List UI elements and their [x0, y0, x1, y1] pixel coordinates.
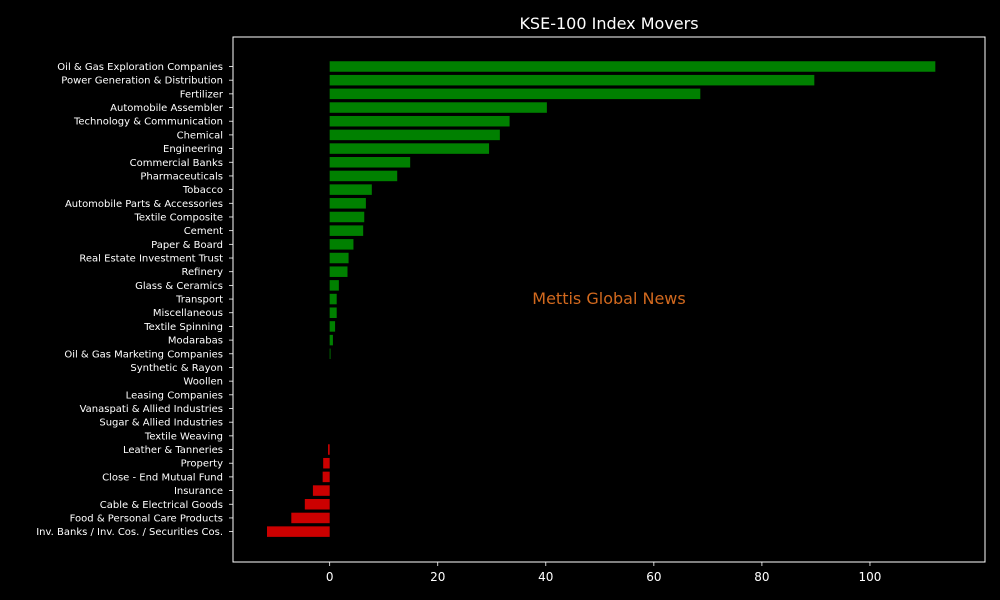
bar — [329, 334, 333, 346]
bar — [329, 143, 490, 154]
y-tick-label: Engineering — [163, 144, 223, 155]
bar — [329, 170, 398, 182]
x-axis: 0 20 40 60 80 100 — [326, 562, 882, 584]
bar — [329, 157, 411, 168]
bars-group — [267, 61, 936, 537]
y-tick-label: Modarabas — [168, 336, 223, 347]
y-tick-label: Insurance — [174, 486, 223, 497]
bar — [329, 293, 337, 305]
y-tick-label: Close - End Mutual Fund — [102, 472, 223, 483]
x-tick-label: 20 — [430, 570, 445, 584]
y-tick-label: Technology & Communication — [73, 117, 223, 128]
bar — [329, 266, 348, 277]
y-tick-label: Oil & Gas Marketing Companies — [64, 349, 223, 360]
y-tick-label: Pharmaceuticals — [140, 171, 223, 182]
bar — [329, 348, 331, 360]
y-tick-label: Power Generation & Distribution — [61, 76, 223, 87]
y-tick-label: Sugar & Allied Industries — [99, 418, 223, 429]
bar — [329, 280, 339, 291]
bar — [329, 115, 510, 127]
y-tick-label: Textile Spinning — [143, 322, 223, 333]
bar — [329, 102, 547, 113]
y-tick-label: Inv. Banks / Inv. Cos. / Securities Cos. — [36, 527, 223, 538]
y-tick-label: Textile Composite — [134, 212, 223, 223]
bar — [291, 512, 330, 524]
y-tick-label: Food & Personal Care Products — [70, 513, 223, 524]
x-tick-label: 40 — [538, 570, 553, 584]
chart-title: KSE-100 Index Movers — [519, 14, 698, 33]
y-tick-label: Textile Weaving — [144, 431, 223, 442]
bar — [322, 471, 330, 483]
y-tick-label: Commercial Banks — [130, 158, 223, 169]
bar — [329, 239, 354, 250]
y-tick-label: Automobile Assembler — [110, 103, 224, 114]
y-tick-label: Cement — [184, 226, 223, 237]
x-tick-label: 100 — [859, 570, 882, 584]
bar — [329, 61, 936, 72]
bar — [329, 184, 372, 195]
bar — [328, 444, 330, 455]
bar — [329, 225, 364, 236]
bar — [323, 457, 330, 469]
y-tick-label: Leather & Tanneries — [123, 445, 223, 456]
y-tick-label: Oil & Gas Exploration Companies — [57, 62, 223, 73]
y-tick-label: Leasing Companies — [126, 390, 223, 401]
y-tick-label: Vanaspati & Allied Industries — [80, 404, 223, 415]
y-tick-label: Miscellaneous — [153, 308, 223, 319]
bar — [267, 526, 330, 537]
bar — [329, 211, 365, 223]
watermark-text: Mettis Global News — [532, 289, 685, 308]
bar — [329, 307, 337, 318]
y-tick-label: Real Estate Investment Trust — [79, 254, 223, 265]
bar — [329, 88, 701, 100]
bar — [312, 485, 330, 496]
y-tick-label: Refinery — [182, 267, 224, 278]
y-tick-label: Chemical — [177, 130, 223, 141]
y-tick-label: Synthetic & Rayon — [130, 363, 223, 374]
x-tick-label: 0 — [326, 570, 334, 584]
y-tick-label: Glass & Ceramics — [135, 281, 223, 292]
x-tick-label: 60 — [646, 570, 661, 584]
y-tick-label: Fertilizer — [180, 89, 224, 100]
y-tick-label: Automobile Parts & Accessories — [65, 199, 223, 210]
y-tick-label: Tobacco — [182, 185, 223, 196]
y-tick-label: Cable & Electrical Goods — [100, 500, 223, 511]
y-tick-label: Transport — [175, 295, 223, 306]
x-tick-label: 80 — [754, 570, 769, 584]
y-tick-label: Paper & Board — [151, 240, 223, 251]
bar — [329, 321, 336, 332]
y-axis-labels: Oil & Gas Exploration Companies Power Gen… — [36, 62, 233, 538]
bar — [329, 198, 366, 209]
bar — [329, 74, 815, 86]
bar — [329, 252, 349, 264]
bar — [304, 499, 330, 510]
bar — [329, 129, 500, 141]
y-tick-label: Property — [181, 459, 223, 470]
y-tick-label: Woollen — [183, 377, 223, 388]
